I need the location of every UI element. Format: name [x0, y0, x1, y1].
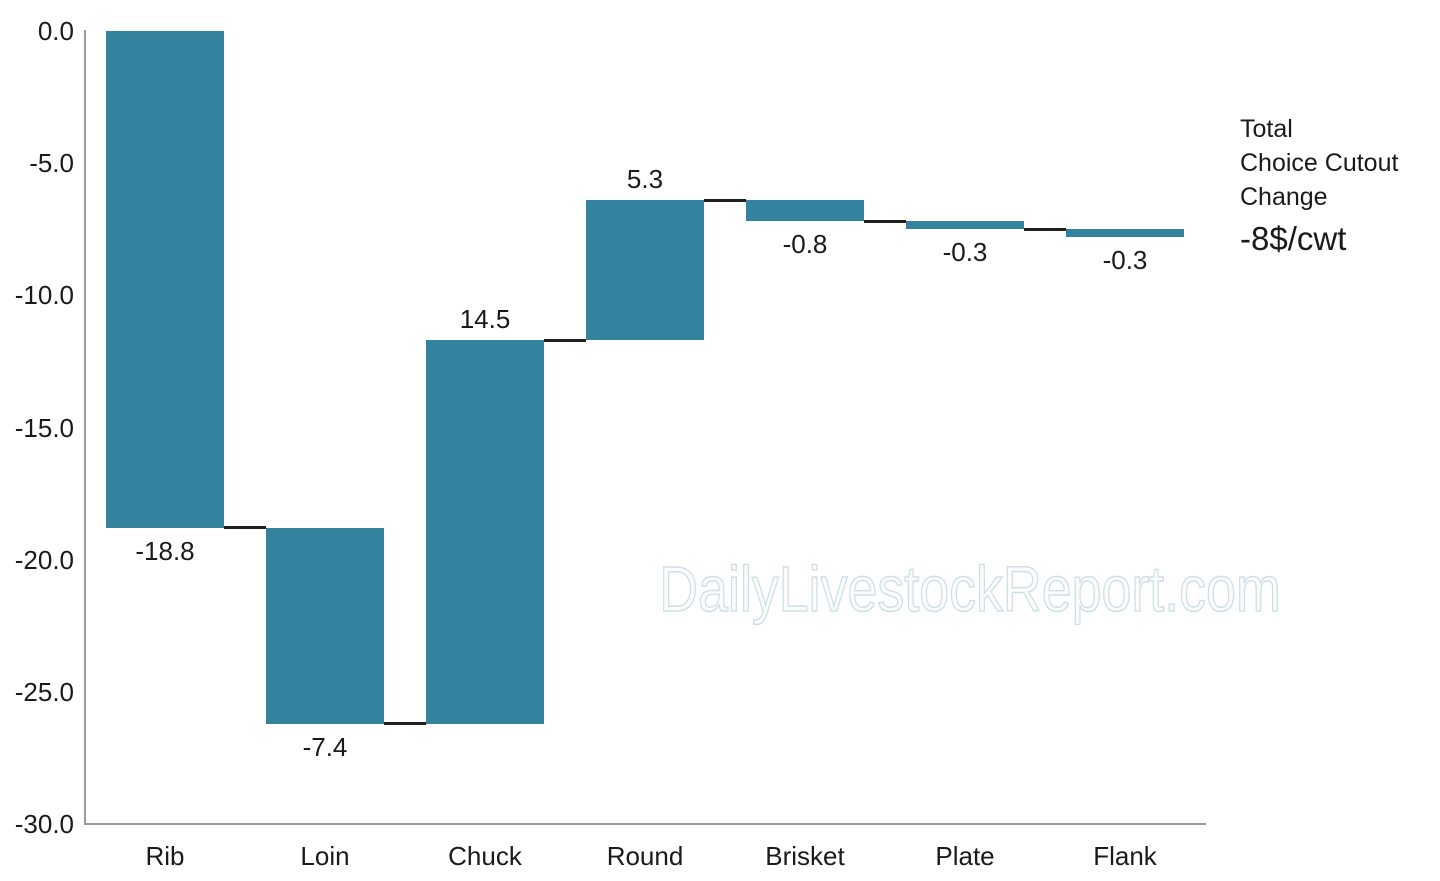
- x-axis-label-chuck: Chuck: [448, 841, 522, 871]
- bar-value-label: -7.4: [302, 731, 348, 762]
- watermark-text: DailyLivestockReport.com: [659, 553, 1282, 625]
- connector-line: [704, 198, 746, 202]
- y-axis-tick-label: -30.0: [14, 809, 74, 839]
- total-annotation-value: -8$/cwt: [1240, 220, 1347, 257]
- bar-brisket: [746, 200, 864, 222]
- connector-line: [864, 219, 906, 223]
- y-axis-tick-label: -5.0: [29, 148, 74, 179]
- x-axis-label-plate: Plate: [935, 841, 995, 871]
- connector-line: [544, 338, 586, 342]
- x-axis-label-brisket: Brisket: [765, 841, 845, 871]
- bar-value-label: -18.8: [135, 535, 195, 566]
- x-axis-label-round: Round: [606, 841, 684, 871]
- total-annotation-line-1: Total: [1240, 115, 1293, 143]
- x-axis-label-loin: Loin: [300, 841, 350, 871]
- y-axis-tick-label: 0.0: [37, 16, 74, 46]
- bar-rib: [106, 31, 224, 528]
- bar-loin: [266, 527, 384, 724]
- y-axis-tick-label: -10.0: [14, 280, 74, 311]
- bar-flank: [1066, 229, 1184, 238]
- bar-value-label: -0.8: [782, 229, 828, 260]
- y-axis-tick-label: -25.0: [14, 676, 74, 707]
- connector-line: [1024, 227, 1066, 231]
- connector-line: [224, 526, 266, 530]
- bar-value-label: -0.3: [1102, 245, 1148, 276]
- total-annotation: Total Choice Cutout Change -8$/cwt: [1240, 112, 1398, 259]
- y-axis-tick-label: -20.0: [14, 544, 74, 575]
- bar-chuck: [426, 340, 544, 724]
- y-axis-line: [84, 30, 86, 825]
- connector-line: [384, 722, 426, 726]
- y-axis-tick-label: -15.0: [14, 412, 74, 443]
- total-annotation-line-3: Change: [1240, 183, 1328, 211]
- x-axis-label-flank: Flank: [1093, 841, 1157, 871]
- x-axis-label-rib: Rib: [145, 841, 185, 871]
- bar-value-label: 5.3: [626, 164, 664, 195]
- bar-round: [586, 200, 704, 341]
- bar-value-label: 14.5: [459, 304, 511, 335]
- total-annotation-line-2: Choice Cutout: [1240, 149, 1399, 177]
- bar-value-label: -0.3: [942, 237, 988, 268]
- bar-plate: [906, 221, 1024, 230]
- x-axis-line: [84, 823, 1206, 825]
